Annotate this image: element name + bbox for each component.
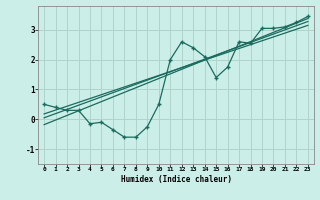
X-axis label: Humidex (Indice chaleur): Humidex (Indice chaleur) [121,175,231,184]
